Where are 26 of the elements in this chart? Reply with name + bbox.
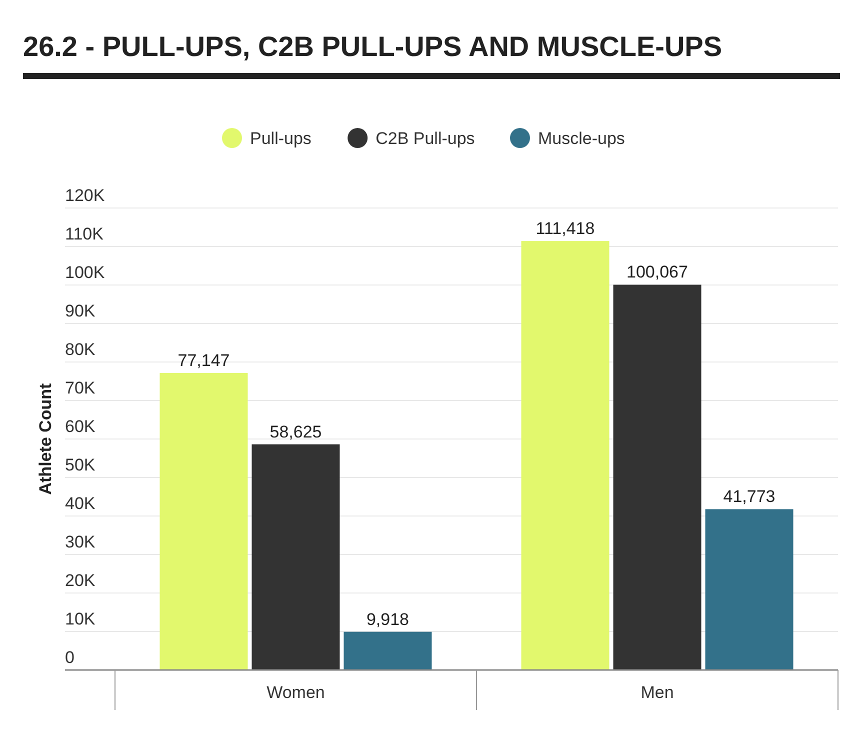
y-tick-label: 0 (65, 648, 74, 667)
chart-title: 26.2 - PULL-UPS, C2B PULL-UPS AND MUSCLE-UPS (23, 31, 722, 62)
y-tick-label: 120K (65, 186, 106, 205)
y-tick-label: 50K (65, 456, 96, 474)
y-tick-label: 40K (65, 494, 96, 513)
y-tick-label: 60K (65, 417, 96, 436)
y-tick-label: 70K (65, 378, 96, 398)
y-axis-title: Athlete Count (36, 382, 55, 495)
y-tick-label: 30K (65, 532, 96, 552)
y-tick-label: 80K (65, 340, 96, 359)
data-label: 77,147 (178, 350, 230, 370)
y-tick-label: 20K (65, 571, 96, 590)
x-tick-label: Women (266, 683, 325, 702)
y-tick-label: 90K (65, 302, 96, 320)
data-label: 41,773 (723, 487, 776, 506)
data-label: 100,067 (626, 262, 688, 282)
legend-label: Pull-ups (250, 129, 312, 148)
y-tick-label: 110K (65, 224, 104, 244)
data-label: 58,625 (270, 422, 322, 442)
legend-label: Muscle-ups (538, 129, 625, 148)
data-label: 111,418 (536, 219, 595, 238)
y-tick-label: 10K (65, 610, 96, 628)
legend-label: C2B Pull-ups (376, 129, 475, 148)
data-label: 9,918 (366, 610, 410, 629)
y-tick-label: 100K (65, 263, 106, 282)
x-tick-label: Men (640, 683, 674, 702)
